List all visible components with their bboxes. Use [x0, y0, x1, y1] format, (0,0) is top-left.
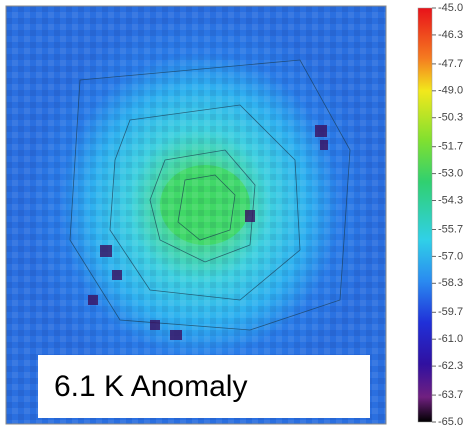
- colorbar-tick-label: -58.3: [438, 277, 463, 289]
- colorbar-tick-label: -59.7: [438, 306, 463, 318]
- colorbar: [418, 8, 432, 422]
- colorbar-tick-label: -65.0: [438, 416, 463, 427]
- page: 6.1 K Anomaly -45.0-46.3-47.7-49.0-50.3-…: [0, 0, 473, 427]
- colorbar-tick-label: -57.0: [438, 250, 463, 262]
- colorbar-tick-label: -50.3: [438, 112, 463, 124]
- colorbar-ticks: -45.0 -46.3 -47.7 -49.0 -50.3 -51.7 -53.0 -54.3…: [432, 2, 463, 427]
- colorbar-tick-label: -49.0: [438, 85, 463, 97]
- colorbar-tick-label: -45.0: [438, 2, 463, 14]
- colorbar-tick-label: -63.7: [438, 389, 463, 401]
- colorbar-tick-label: -46.3: [438, 29, 463, 41]
- colorbar-tick-label: -47.7: [438, 58, 463, 70]
- annotation: 6.1 K Anomaly: [54, 370, 247, 403]
- colorbar-tick-label: -55.7: [438, 223, 463, 235]
- colorbar-tick-label: -61.0: [438, 333, 463, 345]
- colorbar-tick-label: -53.0: [438, 168, 463, 180]
- colorbar-tick-label: -54.3: [438, 194, 463, 206]
- colorbar-tick-label: -51.7: [438, 141, 463, 153]
- figure: 6.1 K Anomaly -45.0-46.3-47.7-49.0-50.3-…: [0, 0, 473, 427]
- colorbar-tick-label: -62.3: [438, 360, 463, 372]
